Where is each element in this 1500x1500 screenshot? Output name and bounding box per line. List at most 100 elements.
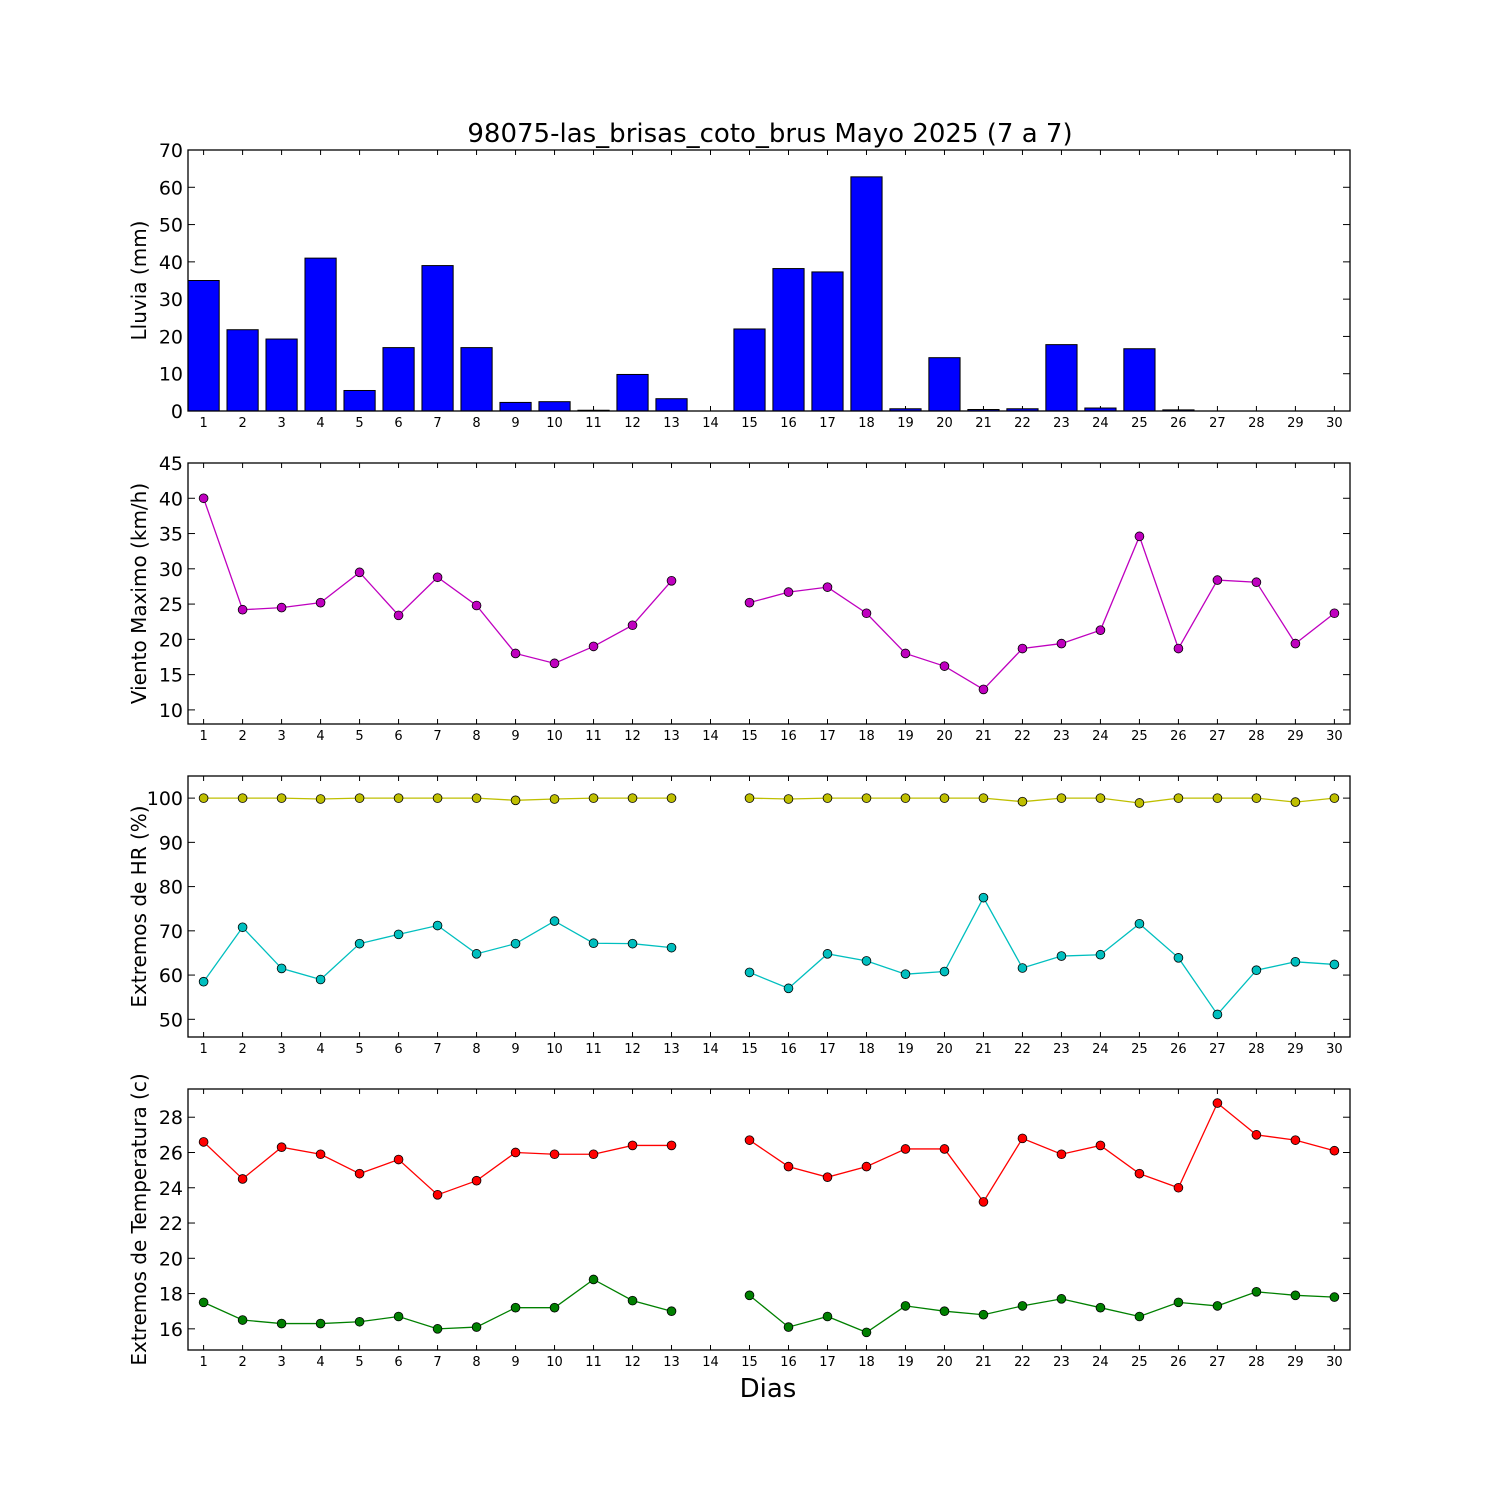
- data-point: [198, 793, 209, 803]
- x-tick-label: 7: [433, 1042, 441, 1057]
- x-tick-label: 1: [199, 729, 207, 744]
- rain-bar: [499, 401, 532, 412]
- data-point: [393, 793, 404, 803]
- y-tick-label: 25: [159, 594, 183, 616]
- y-axis-label: Viento Maximo (km/h): [127, 483, 151, 704]
- x-tick-label: 24: [1092, 1355, 1109, 1370]
- data-point: [1017, 796, 1028, 807]
- data-point: [198, 976, 209, 987]
- x-tick-label: 2: [238, 1042, 246, 1057]
- y-tick-label: 18: [159, 1284, 183, 1306]
- x-tick-label: 28: [1248, 1042, 1265, 1057]
- data-point: [822, 1172, 833, 1182]
- data-point: [627, 1140, 638, 1151]
- x-tick-label: 21: [975, 1355, 992, 1370]
- x-axis-label: Dias: [740, 1374, 797, 1404]
- data-point: [666, 1140, 677, 1151]
- data-point: [237, 604, 248, 615]
- data-point: [432, 572, 443, 583]
- x-tick-label: 18: [858, 416, 875, 431]
- x-tick-label: 6: [394, 729, 402, 744]
- x-tick-label: 26: [1170, 416, 1187, 431]
- series-line-2: [203, 1278, 1335, 1334]
- data-point: [354, 567, 365, 578]
- data-point: [822, 1311, 833, 1322]
- data-point: [978, 1309, 989, 1320]
- x-tick-label: 17: [819, 416, 836, 431]
- rain-bar: [850, 176, 883, 412]
- data-point: [393, 610, 404, 621]
- x-tick-label: 12: [624, 1355, 641, 1370]
- x-tick-label: 23: [1053, 1042, 1070, 1057]
- data-point: [276, 1142, 287, 1152]
- data-point: [666, 793, 677, 803]
- x-tick-label: 18: [858, 729, 875, 744]
- data-point: [939, 661, 950, 671]
- data-point: [1017, 1133, 1028, 1144]
- x-tick-label: 13: [663, 1355, 680, 1370]
- rain-bar: [382, 347, 415, 412]
- x-tick-label: 16: [780, 1042, 797, 1057]
- x-tick-label: 10: [546, 416, 563, 431]
- x-tick-label: 20: [936, 1042, 953, 1057]
- rain-bar: [655, 398, 688, 412]
- y-tick-label: 70: [159, 921, 183, 943]
- y-tick-label: 90: [159, 832, 183, 854]
- data-point: [315, 1318, 326, 1329]
- data-point: [1095, 1302, 1106, 1313]
- x-tick-label: 16: [780, 729, 797, 744]
- data-point: [1329, 793, 1340, 803]
- data-point: [354, 1316, 365, 1327]
- y-tick-label: 100: [147, 788, 183, 810]
- x-tick-label: 4: [316, 729, 324, 744]
- x-tick-label: 30: [1326, 729, 1343, 744]
- x-tick-label: 24: [1092, 416, 1109, 431]
- data-point: [744, 1135, 755, 1145]
- data-point: [744, 1290, 755, 1301]
- data-point: [432, 1190, 443, 1200]
- x-tick-label: 24: [1092, 1042, 1109, 1057]
- data-point: [861, 1327, 872, 1338]
- data-point: [744, 597, 755, 608]
- x-tick-label: 9: [511, 729, 519, 744]
- data-point: [1095, 625, 1106, 635]
- data-point: [276, 793, 287, 803]
- x-tick-label: 12: [624, 729, 641, 744]
- data-point: [1329, 1292, 1340, 1302]
- x-tick-label: 8: [472, 416, 480, 431]
- data-point: [861, 1161, 872, 1172]
- data-point: [861, 793, 872, 803]
- rain-bar: [811, 271, 844, 412]
- y-tick-label: 35: [159, 524, 183, 546]
- rain-bar: [1045, 344, 1078, 412]
- x-tick-label: 11: [585, 416, 602, 431]
- data-point: [978, 1197, 989, 1207]
- x-tick-label: 11: [585, 1042, 602, 1057]
- data-point: [978, 684, 989, 695]
- data-point: [1290, 1290, 1301, 1301]
- data-point: [1290, 956, 1301, 967]
- plot-frame: [187, 775, 1351, 1038]
- panel-4: Extremos de Temperatura (c) 1618202224262…: [127, 1073, 1351, 1370]
- x-tick-label: 3: [277, 416, 285, 431]
- x-tick-label: 8: [472, 729, 480, 744]
- data-point: [237, 793, 248, 803]
- data-point: [510, 1302, 521, 1313]
- x-tick-label: 23: [1053, 416, 1070, 431]
- data-point: [1134, 798, 1145, 808]
- data-point: [1212, 575, 1223, 585]
- data-point: [1017, 643, 1028, 654]
- data-point: [471, 793, 482, 803]
- x-tick-label: 14: [702, 729, 719, 744]
- x-tick-label: 10: [546, 1355, 563, 1370]
- data-point: [1329, 1145, 1340, 1156]
- x-tick-label: 21: [975, 416, 992, 431]
- data-point: [1173, 643, 1184, 654]
- x-tick-label: 6: [394, 1355, 402, 1370]
- data-point: [1095, 949, 1106, 960]
- x-tick-label: 5: [355, 416, 363, 431]
- x-tick-label: 1: [199, 1355, 207, 1370]
- series-line-1: [203, 1102, 1335, 1204]
- chart-title: 98075-las_brisas_coto_brus Mayo 2025 (7 …: [467, 119, 1072, 149]
